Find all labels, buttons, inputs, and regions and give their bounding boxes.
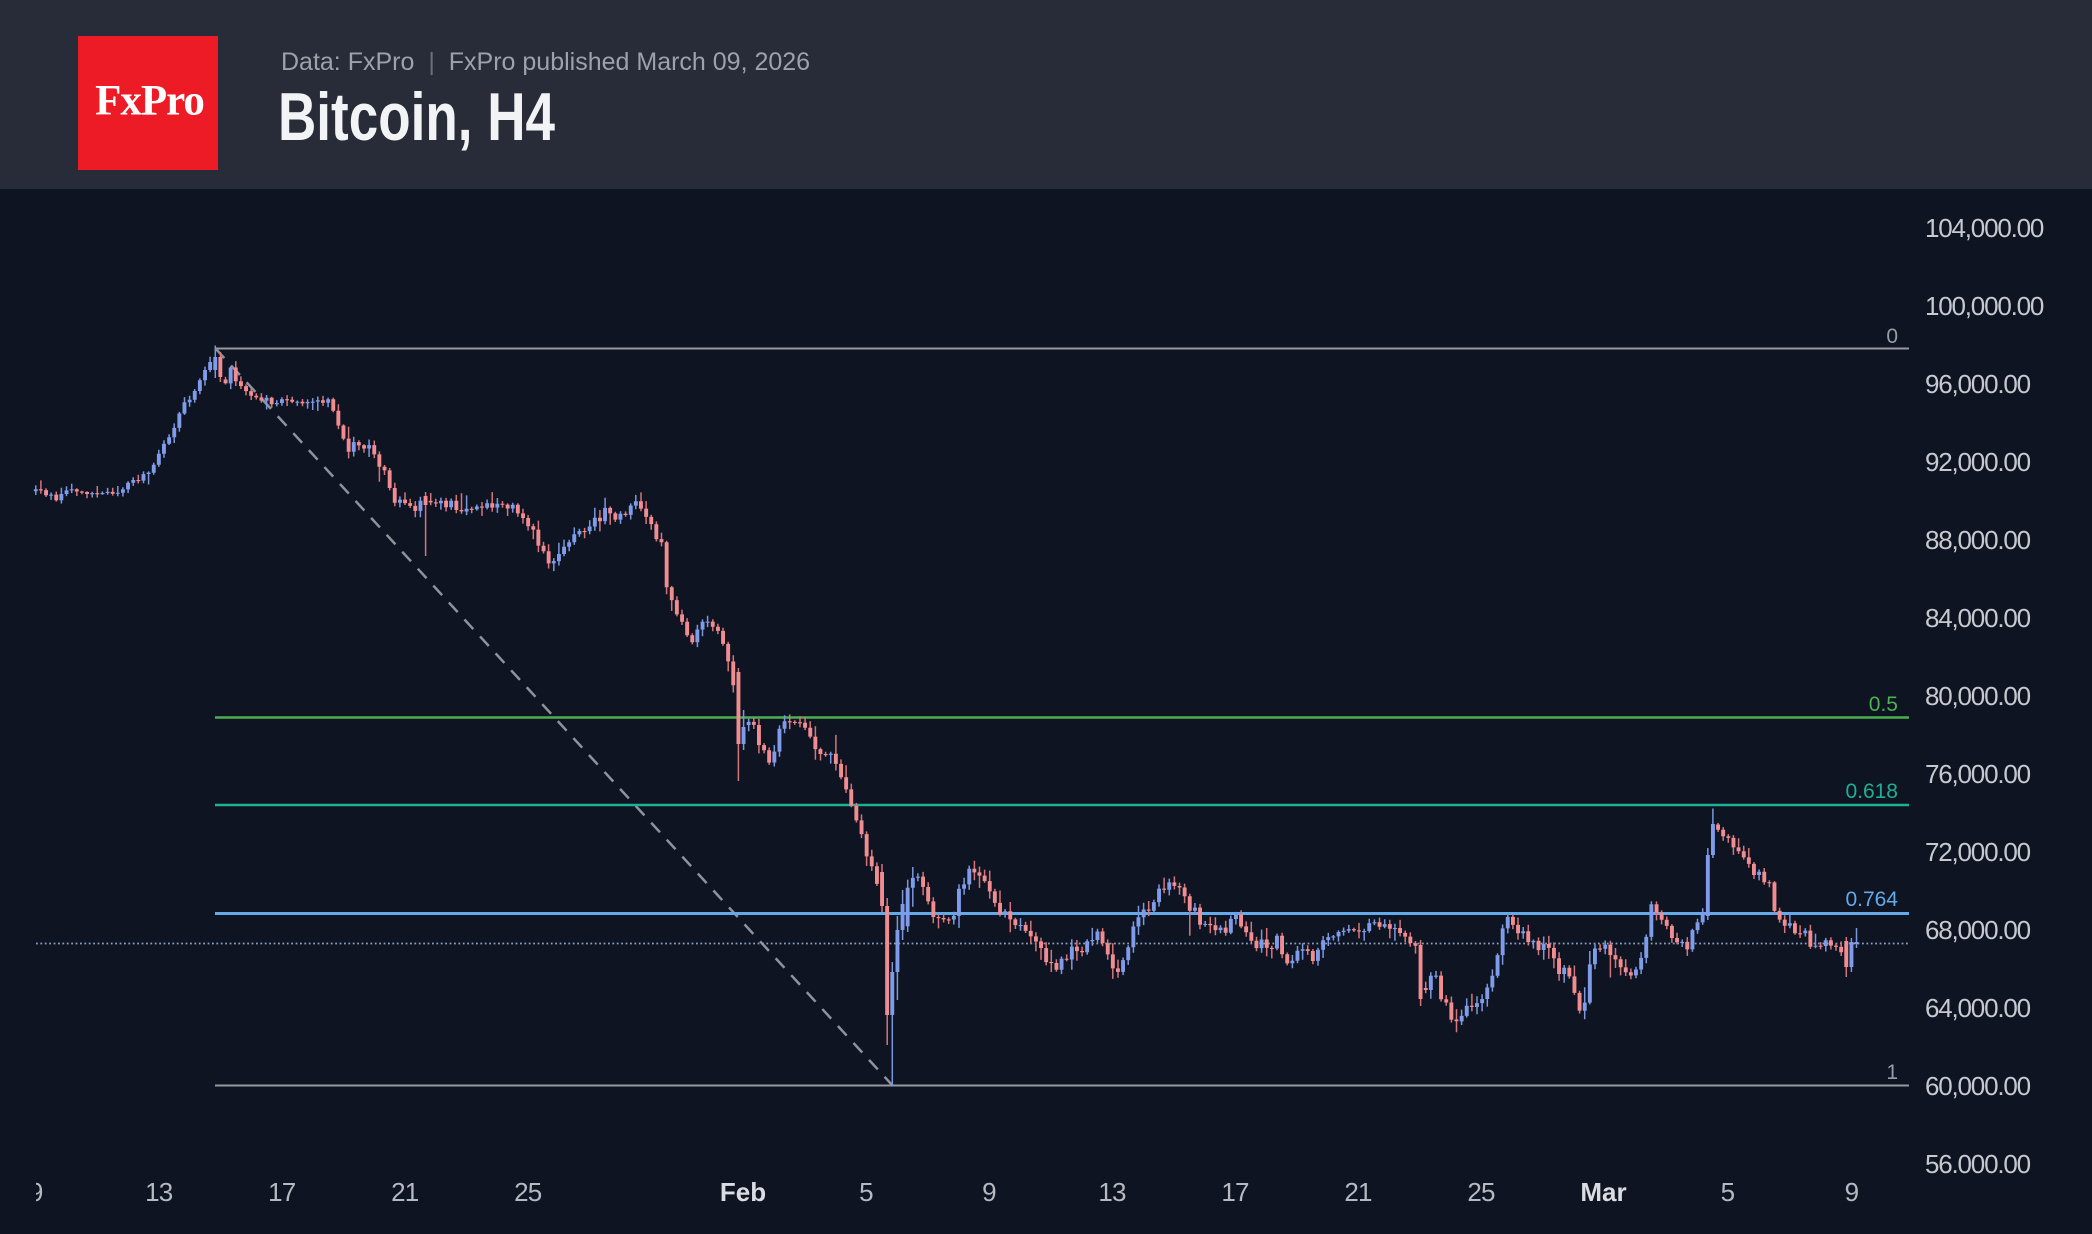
svg-text:1: 1: [1886, 1061, 1898, 1084]
svg-text:25: 25: [1467, 1177, 1495, 1207]
svg-text:64,000.00: 64,000.00: [1925, 993, 2031, 1023]
svg-text:100,000.00: 100,000.00: [1925, 291, 2044, 321]
svg-text:0: 0: [1886, 325, 1898, 348]
svg-text:0.5: 0.5: [1869, 693, 1898, 716]
svg-text:96,000.00: 96,000.00: [1925, 369, 2031, 399]
svg-text:17: 17: [1221, 1177, 1249, 1207]
svg-text:17: 17: [268, 1177, 296, 1207]
svg-text:0.618: 0.618: [1845, 780, 1898, 803]
svg-text:80,000.00: 80,000.00: [1925, 681, 2031, 711]
svg-text:21: 21: [391, 1177, 419, 1207]
svg-text:76,000.00: 76,000.00: [1925, 759, 2031, 789]
svg-text:92,000.00: 92,000.00: [1925, 447, 2031, 477]
svg-text:13: 13: [1098, 1177, 1126, 1207]
svg-text:5: 5: [859, 1177, 873, 1207]
svg-text:56.000.00: 56.000.00: [1925, 1149, 2031, 1179]
svg-text:Feb: Feb: [720, 1177, 766, 1207]
svg-text:104,000.00: 104,000.00: [1925, 213, 2044, 243]
svg-text:9: 9: [29, 1177, 43, 1207]
svg-text:60,000.00: 60,000.00: [1925, 1071, 2031, 1101]
svg-text:9: 9: [982, 1177, 996, 1207]
svg-text:Mar: Mar: [1580, 1177, 1626, 1207]
svg-text:21: 21: [1344, 1177, 1372, 1207]
svg-text:72,000.00: 72,000.00: [1925, 837, 2031, 867]
svg-text:88,000.00: 88,000.00: [1925, 525, 2031, 555]
svg-text:13: 13: [145, 1177, 173, 1207]
svg-text:25: 25: [514, 1177, 542, 1207]
svg-text:5: 5: [1721, 1177, 1735, 1207]
svg-text:84,000.00: 84,000.00: [1925, 603, 2031, 633]
svg-text:0.764: 0.764: [1845, 888, 1898, 911]
svg-text:68,000.00: 68,000.00: [1925, 915, 2031, 945]
svg-text:9: 9: [1845, 1177, 1859, 1207]
